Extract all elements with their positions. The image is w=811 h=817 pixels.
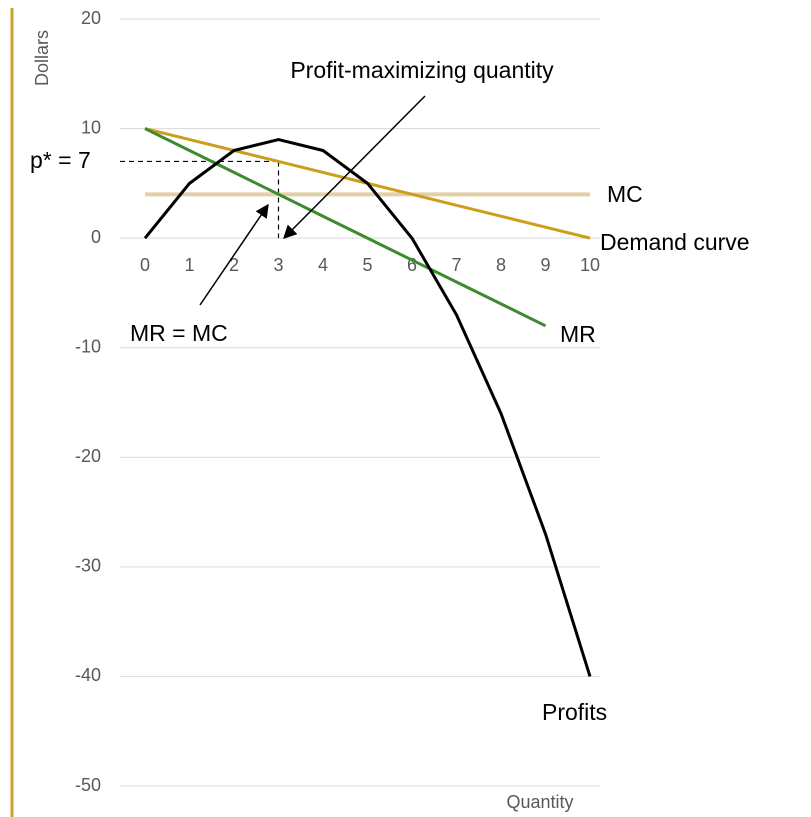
series-label: MC bbox=[607, 181, 643, 207]
y-tick-label: 0 bbox=[91, 227, 101, 247]
series-line bbox=[143, 138, 592, 677]
x-tick-label: 9 bbox=[540, 255, 550, 275]
y-tick-label: -30 bbox=[75, 556, 101, 576]
x-tick-label: 7 bbox=[451, 255, 461, 275]
y-axis-label: Dollars bbox=[32, 30, 52, 86]
annotation: Profit-maximizing quantity bbox=[290, 57, 554, 83]
x-tick-label: 10 bbox=[580, 255, 600, 275]
y-tick-label: -10 bbox=[75, 336, 101, 356]
x-tick-label: 2 bbox=[229, 255, 239, 275]
series-label: Demand curve bbox=[600, 229, 750, 255]
x-tick-label: 0 bbox=[140, 255, 150, 275]
y-tick-label: -40 bbox=[75, 665, 101, 685]
y-tick-label: 10 bbox=[81, 117, 101, 137]
y-tick-label: -50 bbox=[75, 775, 101, 795]
arrow bbox=[199, 203, 269, 306]
annotation: MR = MC bbox=[130, 320, 228, 346]
arrow bbox=[283, 95, 426, 239]
x-axis-label: Quantity bbox=[506, 792, 573, 812]
series-label: MR bbox=[560, 321, 596, 347]
x-tick-label: 8 bbox=[496, 255, 506, 275]
y-tick-label: -20 bbox=[75, 446, 101, 466]
x-tick-label: 4 bbox=[318, 255, 328, 275]
y-tick-label: 20 bbox=[81, 8, 101, 28]
x-tick-label: 5 bbox=[362, 255, 372, 275]
x-tick-label: 3 bbox=[273, 255, 283, 275]
series-line bbox=[144, 127, 547, 328]
annotation: p* = 7 bbox=[30, 147, 91, 173]
x-tick-label: 6 bbox=[407, 255, 417, 275]
x-tick-label: 1 bbox=[184, 255, 194, 275]
series-label: Profits bbox=[542, 699, 607, 725]
